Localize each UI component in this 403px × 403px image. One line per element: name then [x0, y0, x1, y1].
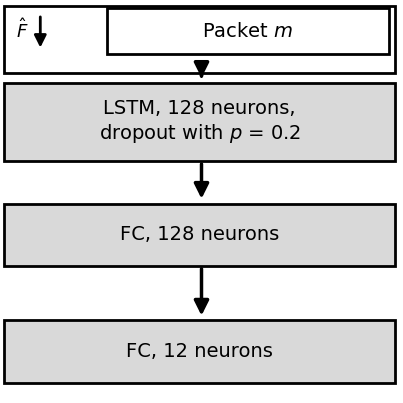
- Bar: [4, 320, 395, 383]
- Bar: [4, 6, 395, 73]
- Text: FC, 128 neurons: FC, 128 neurons: [120, 225, 279, 244]
- Text: $\hat{F}$: $\hat{F}$: [16, 19, 29, 42]
- Text: Packet $m$: Packet $m$: [202, 22, 293, 41]
- Bar: [4, 204, 395, 266]
- Text: FC, 12 neurons: FC, 12 neurons: [126, 342, 273, 361]
- Bar: [4, 83, 395, 161]
- Text: LSTM, 128 neurons,
dropout with $p$ = 0.2: LSTM, 128 neurons, dropout with $p$ = 0.…: [99, 99, 300, 145]
- Bar: [107, 8, 389, 54]
